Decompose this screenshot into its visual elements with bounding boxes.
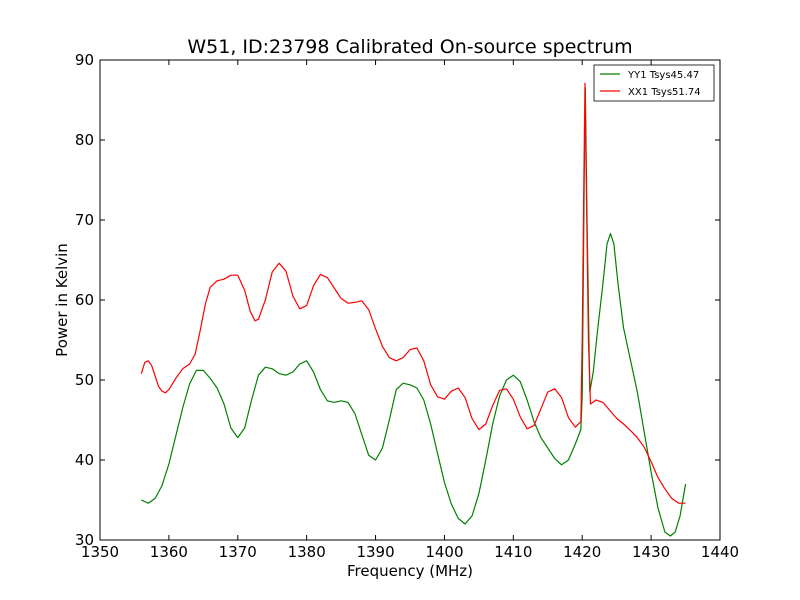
x-tick-label: 1420 [563, 543, 601, 561]
legend-label-2: XX1 Tsys51.74 [628, 87, 701, 98]
x-tick-label: 1400 [425, 543, 463, 561]
y-tick-label: 70 [75, 211, 94, 229]
y-tick-label: 60 [75, 291, 94, 309]
y-tick-label: 40 [75, 451, 94, 469]
x-tick-label: 1380 [288, 543, 326, 561]
y-tick-label: 50 [75, 371, 94, 389]
plot-area [140, 82, 687, 537]
x-tick-label: 1410 [494, 543, 532, 561]
x-tick-label: 1370 [219, 543, 257, 561]
y-tick-label: 80 [75, 131, 94, 149]
y-tick-label: 90 [75, 51, 94, 69]
series-line-2 [140, 82, 686, 504]
x-tick-label: 1350 [81, 543, 119, 561]
legend: YY1 Tsys45.47 XX1 Tsys51.74 [593, 64, 715, 102]
y-tick-label: 30 [75, 531, 94, 549]
y-axis-label: Power in Kelvin [53, 243, 71, 357]
series-line-1 [141, 87, 687, 537]
legend-label-1: YY1 Tsys45.47 [627, 70, 699, 81]
x-tick-label: 1360 [150, 543, 188, 561]
x-tick-label: 1390 [356, 543, 394, 561]
x-tick-label: 1440 [701, 543, 739, 561]
legend-box [593, 64, 715, 102]
axes: 1350 1360 1370 1380 1390 1400 1410 1420 1430 1440… [75, 51, 739, 561]
x-tick-label: 1430 [632, 543, 670, 561]
chart-title: W51, ID:23798 Calibrated On-source spect… [187, 36, 632, 58]
x-axis-label: Frequency (MHz) [347, 562, 473, 580]
